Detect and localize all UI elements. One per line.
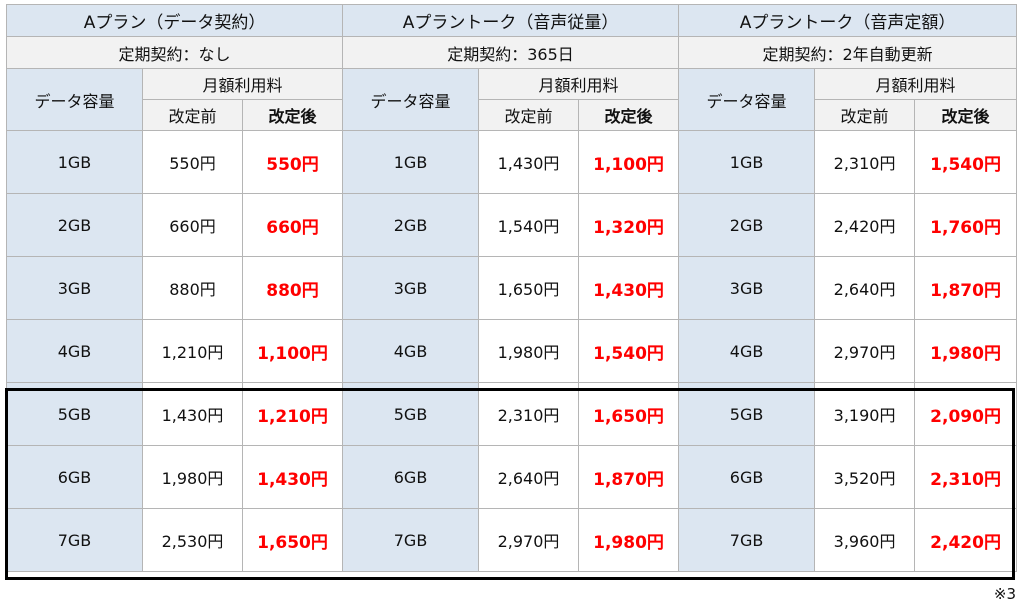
data-capacity-cell: 7GB <box>6 508 143 572</box>
table-row: 5GB 1,430円 1,210円 5GB 2,310円 1,650円 5GB 3,190円 2… <box>6 382 1018 446</box>
price-before-cell: 550円 <box>142 130 243 194</box>
data-capacity-cell: 5GB <box>678 382 816 446</box>
data-capacity-cell: 4GB <box>6 319 143 383</box>
price-after-cell: 1,100円 <box>578 130 680 194</box>
price-before-cell: 2,970円 <box>814 319 916 383</box>
price-before-cell: 2,530円 <box>142 508 243 572</box>
header-row: データ容量 月額利用料 データ容量 月額利用料 データ容量 月額利用料 <box>6 68 1018 131</box>
price-after-cell: 660円 <box>241 193 344 257</box>
monthly-fee-header: 月額利用料 <box>814 68 1018 100</box>
price-before-cell: 1,980円 <box>478 319 580 383</box>
price-rows: 1GB 550円 550円 1GB 1,430円 1,100円 1GB 2,310円 1,540… <box>6 130 1018 572</box>
data-capacity-cell: 3GB <box>6 256 143 320</box>
after-header: 改定後 <box>578 99 680 131</box>
price-after-cell: 2,310円 <box>914 445 1018 509</box>
price-after-cell: 2,090円 <box>914 382 1018 446</box>
price-before-cell: 2,970円 <box>478 508 580 572</box>
table-row: 2GB 660円 660円 2GB 1,540円 1,320円 2GB 2,420円 1,760… <box>6 193 1018 257</box>
price-after-cell: 1,100円 <box>241 319 344 383</box>
price-before-cell: 3,190円 <box>814 382 916 446</box>
data-capacity-cell: 7GB <box>678 508 816 572</box>
data-capacity-cell: 5GB <box>6 382 143 446</box>
plan-title: Aプラン（データ契約） <box>5 4 344 37</box>
data-capacity-cell: 6GB <box>6 445 143 509</box>
data-capacity-cell: 6GB <box>678 445 816 509</box>
table-row: 4GB 1,210円 1,100円 4GB 1,980円 1,540円 4GB 2,970円 1… <box>6 319 1018 383</box>
footnote-marker: ※3 <box>993 585 1016 603</box>
price-before-cell: 1,980円 <box>142 445 243 509</box>
before-header: 改定前 <box>478 99 580 131</box>
plan-title: Aプラントーク（音声従量） <box>342 4 680 37</box>
price-after-cell: 1,430円 <box>241 445 344 509</box>
after-header: 改定後 <box>241 99 344 131</box>
table-row: 7GB 2,530円 1,650円 7GB 2,970円 1,980円 7GB 3,960円 2… <box>6 508 1018 572</box>
after-header: 改定後 <box>914 99 1018 131</box>
price-before-cell: 1,540円 <box>478 193 580 257</box>
price-after-cell: 1,650円 <box>578 382 680 446</box>
price-after-cell: 880円 <box>241 256 344 320</box>
price-before-cell: 1,650円 <box>478 256 580 320</box>
contract-row: 定期契約：なし 定期契約：365日 定期契約：2年自動更新 <box>5 36 1018 69</box>
monthly-fee-header: 月額利用料 <box>141 68 344 100</box>
price-after-cell: 1,760円 <box>914 193 1018 257</box>
data-capacity-header: データ容量 <box>678 68 816 131</box>
data-capacity-cell: 7GB <box>342 508 480 572</box>
data-capacity-header: データ容量 <box>342 68 480 131</box>
price-before-cell: 2,310円 <box>478 382 580 446</box>
price-before-cell: 1,430円 <box>142 382 243 446</box>
data-capacity-cell: 4GB <box>342 319 480 383</box>
monthly-fee-header: 月額利用料 <box>478 68 680 100</box>
plan-title-row: Aプラン（データ契約） Aプラントーク（音声従量） Aプラントーク（音声定額） <box>5 4 1018 37</box>
subheader-row: 改定前 改定後 改定前 改定後 改定前 改定後 <box>7 99 1018 131</box>
price-before-cell: 2,420円 <box>814 193 916 257</box>
table-row: 6GB 1,980円 1,430円 6GB 2,640円 1,870円 6GB 3,520円 2… <box>6 445 1018 509</box>
data-capacity-cell: 5GB <box>342 382 480 446</box>
price-after-cell: 1,320円 <box>578 193 680 257</box>
price-after-cell: 550円 <box>241 130 344 194</box>
data-capacity-cell: 1GB <box>342 130 480 194</box>
price-after-cell: 1,540円 <box>578 319 680 383</box>
contract-term: 定期契約：365日 <box>342 36 680 69</box>
plan-title: Aプラントーク（音声定額） <box>678 4 1018 37</box>
before-header: 改定前 <box>814 99 916 131</box>
data-capacity-cell: 6GB <box>342 445 480 509</box>
data-capacity-cell: 2GB <box>342 193 480 257</box>
price-before-cell: 1,210円 <box>142 319 243 383</box>
data-capacity-cell: 3GB <box>342 256 480 320</box>
data-capacity-cell: 1GB <box>6 130 143 194</box>
price-after-cell: 2,420円 <box>914 508 1018 572</box>
price-before-cell: 2,640円 <box>814 256 916 320</box>
price-revision-table: Aプラン（データ契約） Aプラントーク（音声従量） Aプラントーク（音声定額） … <box>5 4 1018 572</box>
price-after-cell: 1,870円 <box>578 445 680 509</box>
data-capacity-cell: 2GB <box>678 193 816 257</box>
data-capacity-cell: 2GB <box>6 193 143 257</box>
price-after-cell: 1,210円 <box>241 382 344 446</box>
price-table-container: Aプラン（データ契約） Aプラントーク（音声従量） Aプラントーク（音声定額） … <box>5 4 1018 582</box>
price-after-cell: 1,430円 <box>578 256 680 320</box>
price-before-cell: 2,640円 <box>478 445 580 509</box>
price-after-cell: 1,980円 <box>914 319 1018 383</box>
price-before-cell: 1,430円 <box>478 130 580 194</box>
price-after-cell: 1,980円 <box>578 508 680 572</box>
data-capacity-cell: 4GB <box>678 319 816 383</box>
table-row: 3GB 880円 880円 3GB 1,650円 1,430円 3GB 2,640円 1,870… <box>6 256 1018 320</box>
table-row: 1GB 550円 550円 1GB 1,430円 1,100円 1GB 2,310円 1,540… <box>6 130 1018 194</box>
price-after-cell: 1,540円 <box>914 130 1018 194</box>
price-before-cell: 3,520円 <box>814 445 916 509</box>
before-header: 改定前 <box>142 99 243 131</box>
price-after-cell: 1,650円 <box>241 508 344 572</box>
data-capacity-cell: 1GB <box>678 130 816 194</box>
data-capacity-cell: 3GB <box>678 256 816 320</box>
price-before-cell: 2,310円 <box>814 130 916 194</box>
price-after-cell: 1,870円 <box>914 256 1018 320</box>
data-capacity-header: データ容量 <box>6 68 143 131</box>
price-before-cell: 660円 <box>142 193 243 257</box>
price-before-cell: 3,960円 <box>814 508 916 572</box>
contract-term: 定期契約：2年自動更新 <box>678 36 1018 69</box>
contract-term: 定期契約：なし <box>5 36 344 69</box>
price-before-cell: 880円 <box>142 256 243 320</box>
